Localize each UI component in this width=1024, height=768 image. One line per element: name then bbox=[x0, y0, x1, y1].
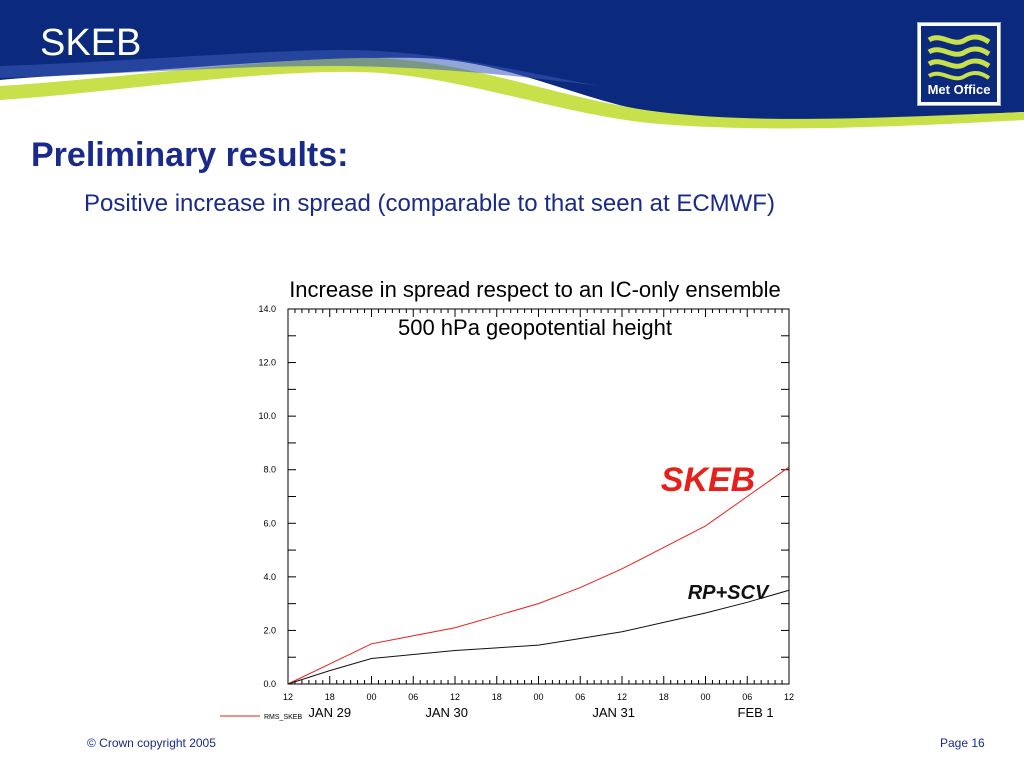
slide-title: SKEB bbox=[40, 22, 142, 64]
legend: RMS_SKEB bbox=[220, 714, 302, 721]
y-tick-label: 10.0 bbox=[258, 411, 276, 421]
axis-ticks bbox=[287, 308, 790, 685]
chart-title: Increase in spread respect to an IC-only… bbox=[289, 277, 781, 302]
series-lines bbox=[287, 466, 790, 685]
y-tick-label: 2.0 bbox=[263, 625, 276, 635]
x-tick-label: 00 bbox=[366, 692, 376, 702]
x-tick-label: 00 bbox=[533, 692, 543, 702]
series-line-skeb bbox=[287, 466, 790, 685]
series-labels: SKEB RP+SCV bbox=[661, 461, 770, 604]
heading: Preliminary results: bbox=[31, 136, 349, 174]
y-tick-label: 4.0 bbox=[263, 572, 276, 582]
x-date-label: JAN 29 bbox=[308, 705, 351, 720]
met-office-logo: Met Office bbox=[917, 22, 1001, 106]
y-tick-labels: 0.0 2.0 4.0 6.0 8.0 10.0 12.0 14.0 bbox=[258, 304, 276, 689]
x-tick-label: 18 bbox=[492, 692, 502, 702]
y-tick-label: 12.0 bbox=[258, 358, 276, 368]
x-tick-label: 12 bbox=[617, 692, 627, 702]
x-date-labels: JAN 29 JAN 30 JAN 31 FEB 1 bbox=[308, 705, 773, 720]
footer-page-number: Page 16 bbox=[940, 736, 985, 750]
x-tick-label: 06 bbox=[575, 692, 585, 702]
chart-subtitle: 500 hPa geopotential height bbox=[397, 315, 672, 340]
subheading: Positive increase in spread (comparable … bbox=[84, 190, 775, 217]
series-label-skeb: SKEB bbox=[661, 461, 755, 499]
x-tick-label: 12 bbox=[283, 692, 293, 702]
plot-frame bbox=[287, 308, 790, 685]
x-tick-label: 06 bbox=[408, 692, 418, 702]
series-line-rp-scv bbox=[287, 589, 790, 685]
x-date-label: FEB 1 bbox=[738, 705, 774, 720]
x-tick-labels: 12 18 00 06 12 18 00 06 12 18 00 06 12 bbox=[283, 692, 794, 702]
y-tick-label: 0.0 bbox=[263, 679, 276, 689]
x-tick-label: 12 bbox=[784, 692, 794, 702]
y-tick-label: 8.0 bbox=[263, 465, 276, 475]
x-tick-label: 00 bbox=[700, 692, 710, 702]
x-tick-label: 18 bbox=[325, 692, 335, 702]
x-date-label: JAN 30 bbox=[425, 705, 468, 720]
x-tick-label: 06 bbox=[742, 692, 752, 702]
y-tick-label: 6.0 bbox=[263, 518, 276, 528]
y-tick-label: 14.0 bbox=[258, 304, 276, 314]
footer-copyright: © Crown copyright 2005 bbox=[87, 736, 216, 750]
x-date-label: JAN 31 bbox=[592, 705, 635, 720]
waves-icon bbox=[927, 34, 991, 81]
header-banner bbox=[0, 0, 1024, 130]
x-tick-label: 18 bbox=[659, 692, 669, 702]
series-label-rpscv: RP+SCV bbox=[688, 582, 770, 604]
legend-label: RMS_SKEB bbox=[264, 714, 302, 721]
x-tick-label: 12 bbox=[450, 692, 460, 702]
logo-text: Met Office bbox=[927, 82, 991, 97]
